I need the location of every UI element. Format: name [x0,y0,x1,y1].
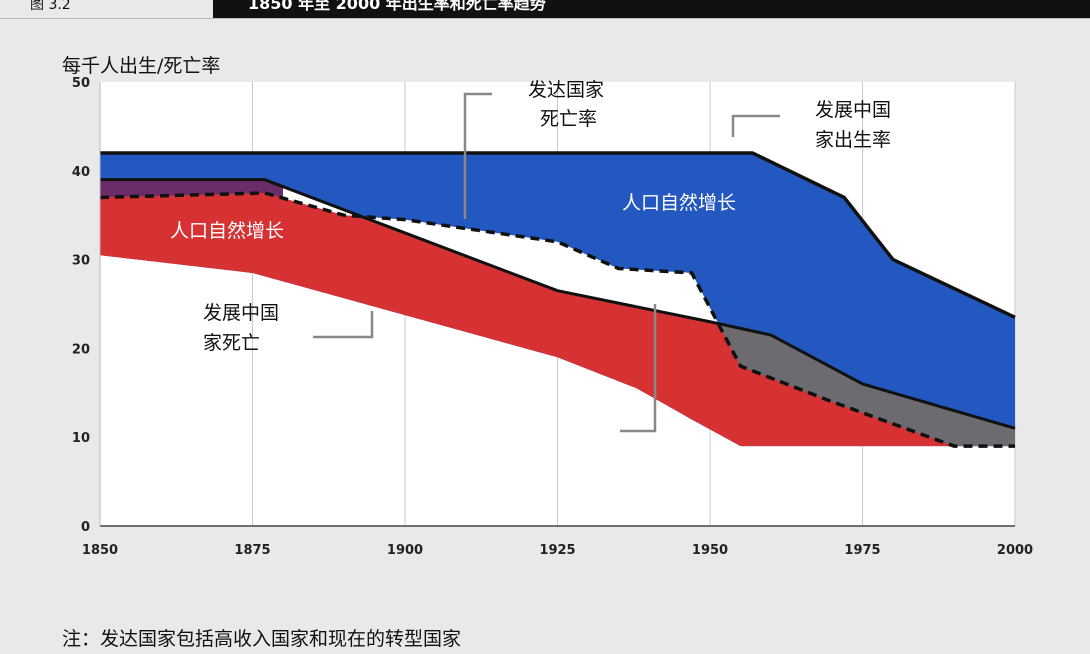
x-tick-2000: 2000 [997,543,1033,558]
gap-area [283,186,723,332]
figure-title: 1850 年至 2000 年出生率和死亡率趋势 [213,0,1090,18]
annotation-developing-birth-1: 发展中国 [815,99,891,121]
y-tick-10: 10 [72,431,90,446]
x-tick-1950: 1950 [692,543,728,558]
callout-developing-death [313,311,374,339]
x-tick-1875: 1875 [234,543,270,558]
annotation-developing-death-2: 家死亡 [203,332,260,354]
y-tick-40: 40 [72,165,90,180]
developed-natural-increase-area [100,193,1015,447]
y-tick-50: 50 [72,76,90,91]
developing-birth-rate-line [100,151,1016,319]
annotation-natural-increase-developing: 人口自然增长 [622,192,736,214]
x-tick-1850: 1850 [82,543,118,558]
chart-panel: 每千人出生/死亡率 1850 1875 1900 1925 1950 1975 2000 0 1… [0,18,1090,654]
x-tick-1925: 1925 [539,543,575,558]
x-tick-1900: 1900 [387,543,423,558]
annotation-natural-increase-developed: 人口自然增长 [170,220,284,242]
callout-developing-birth [731,114,780,137]
y-axis-label: 每千人出生/死亡率 [62,55,221,77]
annotation-developing-death-1: 发展中国 [203,302,279,324]
y-tick-20: 20 [72,342,90,357]
callout-lower [620,304,657,433]
callout-developed-death [463,92,492,219]
y-tick-30: 30 [72,254,90,269]
footnote: 注：发达国家包括高收入国家和现在的转型国家 [62,628,462,650]
chart-svg: 1850 1875 1900 1925 1950 1975 2000 0 10 20 30 40 50 发… [72,76,1033,558]
developed-death-rate-line [99,191,1015,448]
developed-negative-area [722,324,1015,447]
annotation-developed-death-2: 死亡率 [540,108,597,130]
y-tick-0: 0 [81,520,90,535]
annotation-developing-birth-2: 家出生率 [815,129,891,151]
annotation-developed-death-1: 发达国家 [528,79,604,101]
developed-birth-rate-line [100,178,1016,430]
x-tick-1975: 1975 [844,543,880,558]
figure-number: 图 3.2 [0,0,205,18]
developed-natural-increase-early [100,193,283,282]
